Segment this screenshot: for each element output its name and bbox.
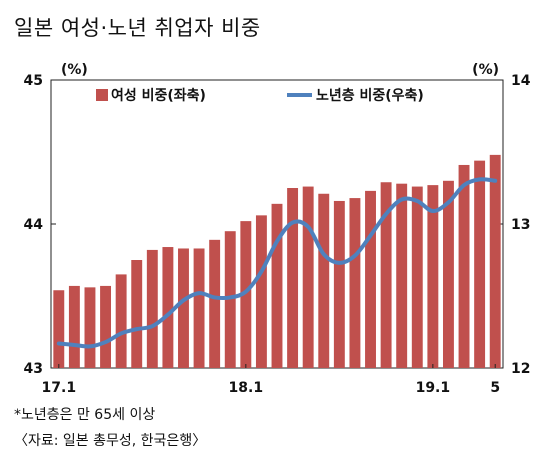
right-tick-label: 12 [511, 361, 530, 377]
x-tick-label: 19.1 [416, 380, 451, 396]
bar [318, 193, 330, 368]
bar [224, 231, 236, 368]
bar [146, 249, 158, 368]
right-tick-label: 13 [511, 217, 530, 233]
legend-line-label: 노년층 비중(우축) [316, 88, 424, 104]
bar [489, 154, 501, 368]
bar [396, 183, 408, 368]
bar [131, 260, 143, 368]
x-tick-label: 5 [490, 380, 500, 396]
source-note: 〈자료: 일본 총무성, 한국은행〉 [14, 433, 207, 449]
bar [302, 186, 314, 368]
bar [380, 182, 392, 368]
left-tick-label: 44 [24, 217, 44, 233]
chart-title: 일본 여성·노년 취업자 비중 [14, 16, 261, 40]
bar [162, 247, 174, 368]
bar [349, 198, 361, 368]
bar [84, 287, 96, 368]
right-tick-label: 14 [511, 73, 531, 89]
chart: 43 44 45 12 13 14 (%) (%) 17.1 18.1 19.1 5 여성 비중(좌축)… [24, 62, 531, 396]
bar [442, 180, 454, 368]
x-tick-label: 17.1 [42, 380, 77, 396]
bar [255, 215, 267, 368]
bar [193, 248, 205, 368]
left-unit-label: (%) [61, 62, 88, 78]
bar [333, 200, 345, 368]
bar [287, 188, 299, 368]
bar [209, 239, 221, 368]
bar [458, 164, 470, 368]
bar [427, 185, 439, 368]
bar [474, 160, 486, 368]
bar [240, 221, 252, 368]
bar [53, 290, 65, 368]
legend-bar-swatch [96, 89, 108, 101]
series-line [56, 177, 498, 349]
legend-bar-label: 여성 비중(좌축) [111, 87, 206, 104]
bar [178, 248, 189, 368]
bar [115, 274, 127, 368]
bar [411, 186, 423, 368]
left-tick-label: 45 [24, 73, 43, 89]
bar [68, 285, 80, 368]
footnote: *노년층은 만 65세 이상 [14, 407, 156, 423]
left-tick-label: 43 [24, 361, 43, 377]
x-tick-label: 18.1 [229, 380, 264, 396]
bar [365, 190, 376, 368]
right-unit-label: (%) [472, 62, 499, 78]
bar [100, 285, 112, 368]
bar [271, 203, 283, 368]
